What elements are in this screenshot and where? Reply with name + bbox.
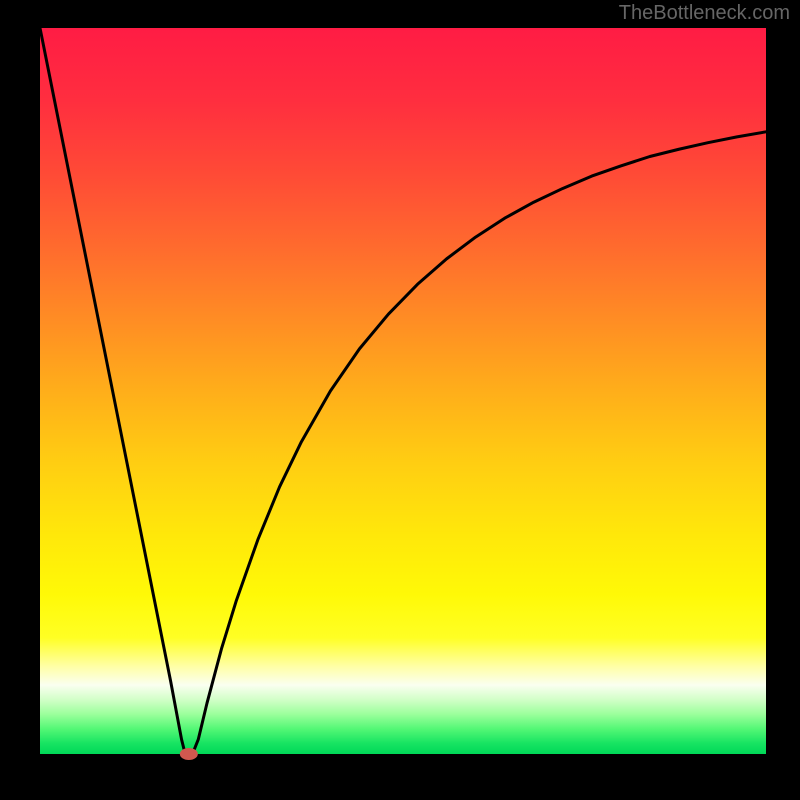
chart-container: TheBottleneck.com [0, 0, 800, 800]
bottleneck-chart [0, 0, 800, 800]
minimum-marker [180, 748, 198, 760]
plot-background [40, 28, 766, 754]
